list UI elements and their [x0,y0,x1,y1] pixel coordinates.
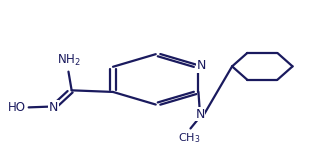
Text: HO: HO [7,101,25,114]
Text: CH$_3$: CH$_3$ [178,131,200,145]
Text: N: N [49,101,58,114]
Text: N: N [196,59,206,72]
Text: N: N [195,108,205,121]
Text: NH$_2$: NH$_2$ [56,53,80,68]
